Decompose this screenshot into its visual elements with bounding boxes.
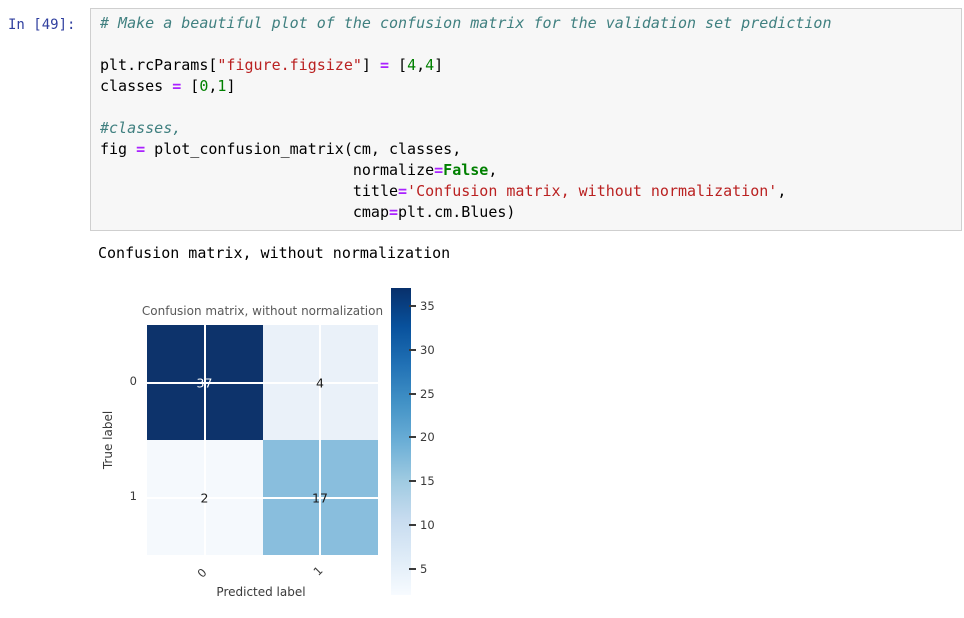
code-cell[interactable]: # Make a beautiful plot of the confusion… (90, 8, 962, 231)
colorbar-tick: 25 (409, 387, 435, 401)
code-line: title='Confusion matrix, without normali… (100, 182, 787, 200)
tick-mark (409, 436, 416, 438)
y-tick-label-1: 1 (129, 489, 137, 503)
gridline-vertical (319, 325, 321, 555)
cell-value-annotation: 37 (196, 375, 213, 390)
colorbar-tick: 20 (409, 430, 435, 444)
cell-value-annotation: 2 (200, 490, 209, 505)
colorbar-tick: 5 (409, 562, 427, 576)
x-tick-label-1: 1 (310, 563, 326, 579)
colorbar-tick-label: 10 (420, 518, 435, 532)
tick-mark (409, 568, 416, 570)
code-line: #classes, (100, 119, 182, 137)
gridline-horizontal (147, 496, 378, 499)
stdout-text: Confusion matrix, without normalization (98, 244, 451, 262)
colorbar-tick-label: 15 (420, 474, 435, 488)
heatmap: 37 4 2 17 (147, 325, 378, 555)
colorbar-tick: 15 (409, 474, 435, 488)
colorbar-tick-label: 25 (420, 387, 435, 401)
code-line: classes = [0,1] (100, 77, 236, 95)
code-line: normalize=False, (100, 161, 498, 179)
cell-value-annotation: 17 (312, 490, 328, 505)
colorbar-tick: 35 (409, 299, 435, 313)
x-axis-label: Predicted label (216, 585, 306, 599)
y-axis-label: True label (101, 410, 115, 470)
tick-mark (409, 349, 416, 351)
gridline-horizontal (147, 381, 378, 384)
code-editor[interactable]: # Make a beautiful plot of the confusion… (100, 13, 959, 228)
code-line: # Make a beautiful plot of the confusion… (100, 14, 832, 32)
code-line: plt.rcParams["figure.figsize"] = [4,4] (100, 56, 444, 74)
code-line (100, 97, 959, 118)
colorbar-tick-label: 20 (420, 430, 435, 444)
colorbar-tick-label: 5 (420, 562, 428, 576)
x-tick-label-0: 0 (194, 565, 210, 581)
tick-mark (409, 524, 416, 526)
plot-title: Confusion matrix, without normalization (141, 304, 384, 318)
gridline-vertical (203, 325, 206, 555)
colorbar-tick-label: 35 (420, 299, 435, 313)
tick-mark (409, 480, 416, 482)
colorbar-gradient (391, 288, 411, 595)
code-line: fig = plot_confusion_matrix(cm, classes, (100, 140, 462, 158)
code-line (100, 34, 959, 55)
tick-mark (409, 393, 416, 395)
colorbar-tick: 30 (409, 343, 435, 357)
colorbar-tick-label: 30 (420, 343, 435, 357)
y-tick-label-0: 0 (129, 374, 137, 388)
confusion-matrix-figure: Confusion matrix, without normalization … (70, 285, 450, 615)
cell-input-prompt: In [49]: (8, 17, 76, 33)
tick-mark (409, 305, 416, 307)
colorbar-tick: 10 (409, 518, 435, 532)
cell-value-annotation: 4 (316, 375, 324, 390)
code-line: cmap=plt.cm.Blues) (100, 203, 516, 221)
